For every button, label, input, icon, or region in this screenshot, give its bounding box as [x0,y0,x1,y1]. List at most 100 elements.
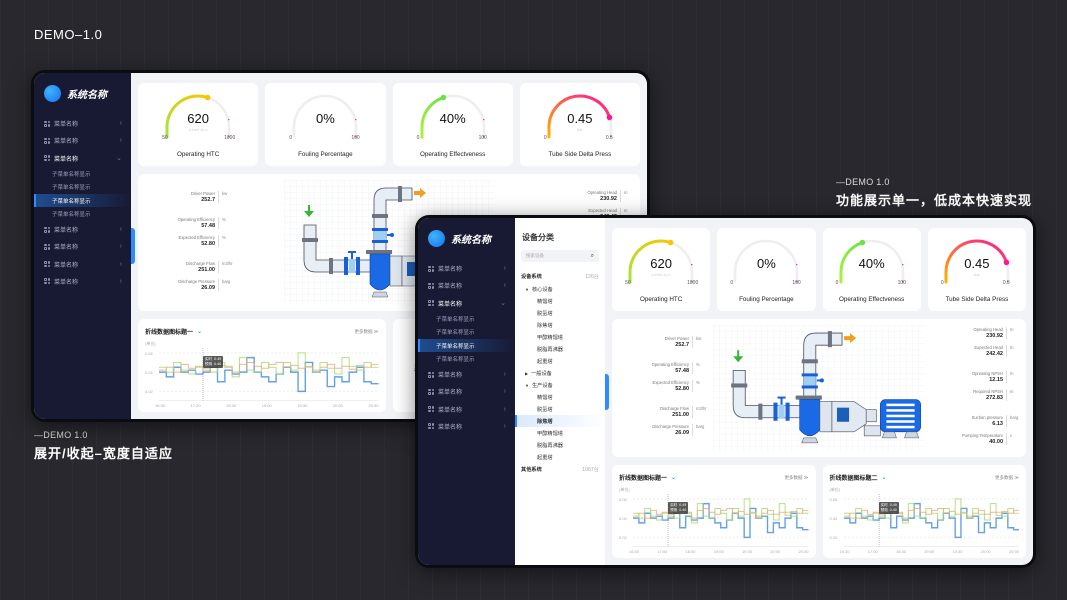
x-tick: 20:30 [798,549,809,554]
reading: Discharge Flow 251.00 m3/hr [144,260,233,273]
group-name: 一般设备 [531,370,552,377]
system-row[interactable]: 其他系统 1067台 [515,463,605,476]
tree-leaf[interactable]: 除焦塔 [537,322,553,329]
reading-unit: m [1006,327,1020,339]
reading-value: 52.80 [675,386,689,392]
search-icon[interactable]: ⌕ [590,252,594,259]
chevron-right-icon: › [503,265,506,273]
reading-value: 230.92 [600,196,617,202]
sidebar-item[interactable]: 菜单名称 › [34,238,131,255]
gauge [547,94,613,139]
reading: Pumping Temperature 40.00 c [932,433,1020,445]
y-tick: 0.06 [145,350,153,356]
system-name: 其他系统 [521,467,542,473]
x-tick: 20:30 [1008,549,1019,554]
tree-leaf[interactable]: 除焦塔 [515,415,605,427]
gauge-max: 1000 [224,135,236,141]
gauge-min: 0 [835,280,839,286]
tree-leaf[interactable]: 起重塔 [537,358,553,365]
tooltip-key: 预测 [880,508,888,513]
submenu-item[interactable]: 子菜单名称显示 [52,185,91,192]
tooltip-value: 0.49 [889,503,897,508]
sidebar-item[interactable]: 菜单名称 › [34,255,131,272]
sidebar-item-label: 菜单名称 [54,245,79,252]
app-frame: 系统名称 菜单名称 › 菜单名称 › 菜单名称 ⌄ 子菜单名称显示 子菜单名称显示 子菜单名称显示… [418,218,1033,565]
collapse-toggle[interactable] [131,228,135,264]
x-tick: 20:00 [770,549,781,554]
line-chart-card: 折线数据图标题一 ⌄ 更多数据 ≫ (单位) 0.06 0.04 0.02 实时 0.49 预测… [612,465,816,558]
reading-label: Opreating Head [973,327,1003,332]
sidebar-item[interactable]: 菜单名称 ⌄ [34,150,131,167]
tooltip-value: 0.49 [679,503,687,508]
y-axis-unit: (单位) [829,487,841,492]
reading-value: 26.09 [675,430,689,436]
tree-leaf[interactable]: 精馏塔 [537,298,553,305]
submenu-item[interactable]: 子菜单名称显示 [436,316,475,323]
tree-leaf[interactable]: 甲醇精馏塔 [537,334,563,341]
sidebar-item[interactable]: 菜单名称 › [418,418,515,435]
x-tick: 20:00 [332,403,343,408]
tree-group[interactable]: ▶ 一般设备 [515,367,605,379]
sidebar-item[interactable]: 菜单名称 › [34,132,131,149]
y-tick: 0.04 [829,516,838,522]
gauge-card: 0.45 bar 0 0.5 Tube Side Delta Press [519,83,640,166]
more-data-link[interactable]: 更多数据 ≫ [354,328,379,334]
y-tick: 0.02 [145,389,153,395]
collapse-toggle[interactable] [605,374,609,410]
system-row[interactable]: 设备系统 126台 [515,270,605,283]
submenu-item[interactable]: 子菜单名称显示 [34,193,131,208]
reading-label: Operating Efficiency [651,362,689,367]
tree-leaf[interactable]: 脱脂再沸器 [537,346,563,353]
submenu-item[interactable]: 子菜单名称显示 [436,330,475,337]
submenu-item[interactable]: 子菜单名称显示 [418,338,515,353]
submenu-item[interactable]: 子菜单名称显示 [436,357,475,364]
grid-icon [44,261,50,268]
chevron-down-icon: ⌄ [116,155,122,163]
reading-label: Suction pressure [971,415,1003,420]
tree-leaf[interactable]: 脱氢塔 [537,406,553,413]
sidebar-item[interactable]: 菜单名称 ⌄ [418,295,515,312]
search-input[interactable]: 搜索设备 ⌕ [521,250,599,262]
system-count: 126台 [585,274,599,280]
gauge-name: Operating Effectveness [838,296,905,303]
sidebar-item[interactable]: 菜单名称 › [34,221,131,238]
tree-leaf[interactable]: 起重塔 [537,454,553,461]
tree-group[interactable]: ▼ 生产设备 [515,379,605,391]
tooltip-value: 0.40 [214,362,222,367]
tree-leaf[interactable]: 脱氢塔 [537,310,553,317]
sidebar-item[interactable]: 菜单名称 › [418,383,515,400]
chevron-down-icon[interactable]: ⌄ [197,329,203,335]
gauge-name: Operating HTC [176,151,220,158]
reading-unit: kw [218,190,232,203]
tree-leaf[interactable]: 精馏塔 [537,394,553,401]
chevron-right-icon: › [503,371,506,379]
sidebar-item[interactable]: 菜单名称 › [418,260,515,277]
tree-group[interactable]: ▼ 核心设备 [515,283,605,295]
sidebar-item[interactable]: 菜单名称 › [418,366,515,383]
submenu-item[interactable]: 子菜单名称显示 [52,171,91,178]
sidebar-item[interactable]: 菜单名称 › [34,273,131,290]
logo: 系统名称 [34,83,131,103]
sidebar-item-label: 菜单名称 [54,122,79,129]
reading: Opreating Head 230.92 m [546,190,634,202]
reading-unit: m [620,190,634,202]
x-tick: 16:30 [155,403,166,408]
reading-label: Driver Power [664,336,689,341]
reading-label: Operating Efficiency [177,216,215,222]
gauge [165,94,231,139]
chevron-down-icon[interactable]: ⌄ [881,475,887,481]
more-data-link[interactable]: 更多数据 ≫ [784,474,809,480]
reading-label: Opreating NPSH [971,371,1003,376]
tree-leaf[interactable]: 脱脂再沸器 [537,442,563,449]
sidebar-item[interactable]: 菜单名称 › [418,277,515,294]
submenu-item[interactable]: 子菜单名称显示 [52,212,91,219]
sidebar-item[interactable]: 菜单名称 › [34,115,131,132]
y-tick: 0.02 [619,535,627,541]
chevron-right-icon: › [119,226,122,234]
chevron-down-icon[interactable]: ⌄ [671,475,677,481]
gauge-name: Fouling Percentage [739,296,794,303]
sidebar-item[interactable]: 菜单名称 › [418,400,515,417]
more-data-link[interactable]: 更多数据 ≫ [995,474,1019,480]
x-tick: 19:30 [741,549,752,554]
tree-leaf[interactable]: 甲醇精馏塔 [537,430,563,437]
